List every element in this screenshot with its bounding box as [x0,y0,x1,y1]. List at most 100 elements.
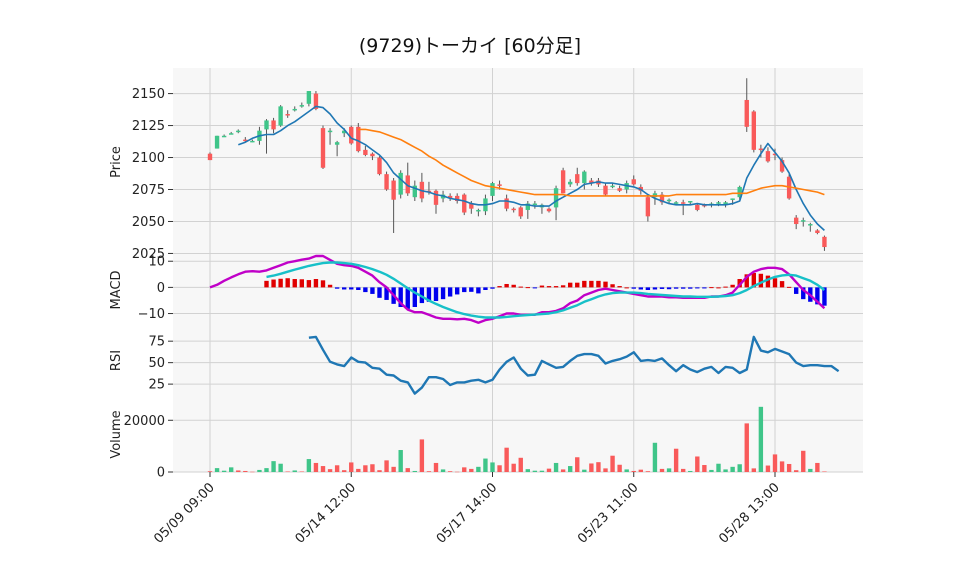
volume-bar [779,461,785,472]
macd-histogram-bar [292,279,297,288]
candle-body [730,198,735,200]
candle-body [801,220,806,222]
macd-histogram-bar [469,287,474,292]
candle-body [666,199,672,202]
volume-bar [384,460,389,472]
macd-histogram-bar [412,287,418,307]
candle-body [490,183,495,196]
macd-histogram-bar [723,286,728,288]
volume-bar [341,470,347,472]
macd-histogram-bar [306,280,312,288]
candle-body [250,140,255,143]
volume-bar [680,468,686,472]
signal-line [266,261,826,319]
candle-body [716,202,721,204]
macd-histogram-bar [285,278,290,288]
candle-body [447,195,453,199]
macd-histogram-bar [688,287,693,289]
candle-body [645,197,651,217]
macd-histogram-bar [575,282,580,288]
volume-bar [306,459,312,472]
volume-bar [730,466,735,472]
volume-bar [815,462,820,472]
volume-bar [370,464,375,472]
volume-bar [793,470,799,472]
volume-bar [560,469,566,472]
macd-histogram-bar [504,283,509,288]
macd-histogram-bar [384,287,389,300]
macd-histogram-bar [447,287,453,297]
candle-body [327,130,333,133]
candle-body [334,142,340,145]
volume-bar [688,470,693,472]
macd-histogram-bar [546,286,552,288]
macd-histogram-bar [370,287,375,294]
volume-bar [610,455,615,472]
volume-ylabel: Volume [109,410,124,458]
candle-body [278,106,283,126]
macd-histogram-bar [631,287,636,289]
volume-bar [490,462,495,472]
candle-body [779,160,785,172]
candle-body [299,105,305,107]
candle-body [228,133,234,135]
volume-bar [504,447,509,472]
macd-histogram-bar [497,286,502,288]
price-ytick-label: 2125 [132,119,165,134]
volume-bar [645,471,651,472]
macd-histogram-bar [525,287,531,289]
volume-bar [617,464,622,472]
volume-bar [539,470,545,472]
candle-body [532,203,538,206]
macd-histogram-bar [793,287,799,294]
macd-histogram-bar [680,287,686,289]
volume-bar [228,467,234,472]
volume-bar [462,467,467,472]
candle-body [822,236,827,248]
candle-body [567,181,573,185]
volume-bar [659,468,665,472]
volume-bar [695,456,700,472]
macd-histogram-bar [617,286,622,288]
price-ytick-label: 2075 [132,183,165,198]
macd-histogram-bar [454,287,460,295]
macd-histogram-bar [624,287,629,289]
macd-histogram-bar [673,287,679,289]
macd-histogram-bar [278,278,283,288]
volume-bar [440,469,446,472]
volume-bar [751,468,757,472]
candle-body [370,153,375,157]
candle-body [271,120,276,130]
candle-body [815,230,820,233]
macd-histogram-bar [596,280,601,288]
volume-bar [469,468,474,472]
volume-bar [673,448,679,472]
volume-bar [476,466,481,472]
macd-histogram-bar [567,282,573,288]
macd-histogram-bar [476,287,481,294]
volume-bar [511,463,516,472]
volume-bar [772,454,778,472]
candle-body [553,188,559,208]
macd-histogram-bar [560,285,566,288]
candle-body [504,198,509,209]
macd-ytick-label: −10 [138,307,165,322]
x-tick-label: 05/17 14:00 [434,480,501,547]
candle-body [469,203,474,209]
candle-body [617,188,622,191]
candle-body [560,170,566,194]
candle-body [765,151,771,162]
chart-panels: 2025 2050 2075 2100 2125 2150 Price −10 0 10 MACD 2… [109,68,863,547]
macd-histogram-bar [313,279,319,288]
candle-body [680,202,686,204]
macd-histogram-bar [716,287,721,289]
candle-body [546,208,552,212]
candle-body [356,126,361,152]
macd-histogram-bar [786,286,792,288]
macd-histogram-bar [271,279,276,288]
candle-body [214,135,220,149]
candle-body [772,153,778,156]
volume-bar [786,463,792,472]
rsi-line [308,335,840,395]
volume-bar [525,469,531,472]
